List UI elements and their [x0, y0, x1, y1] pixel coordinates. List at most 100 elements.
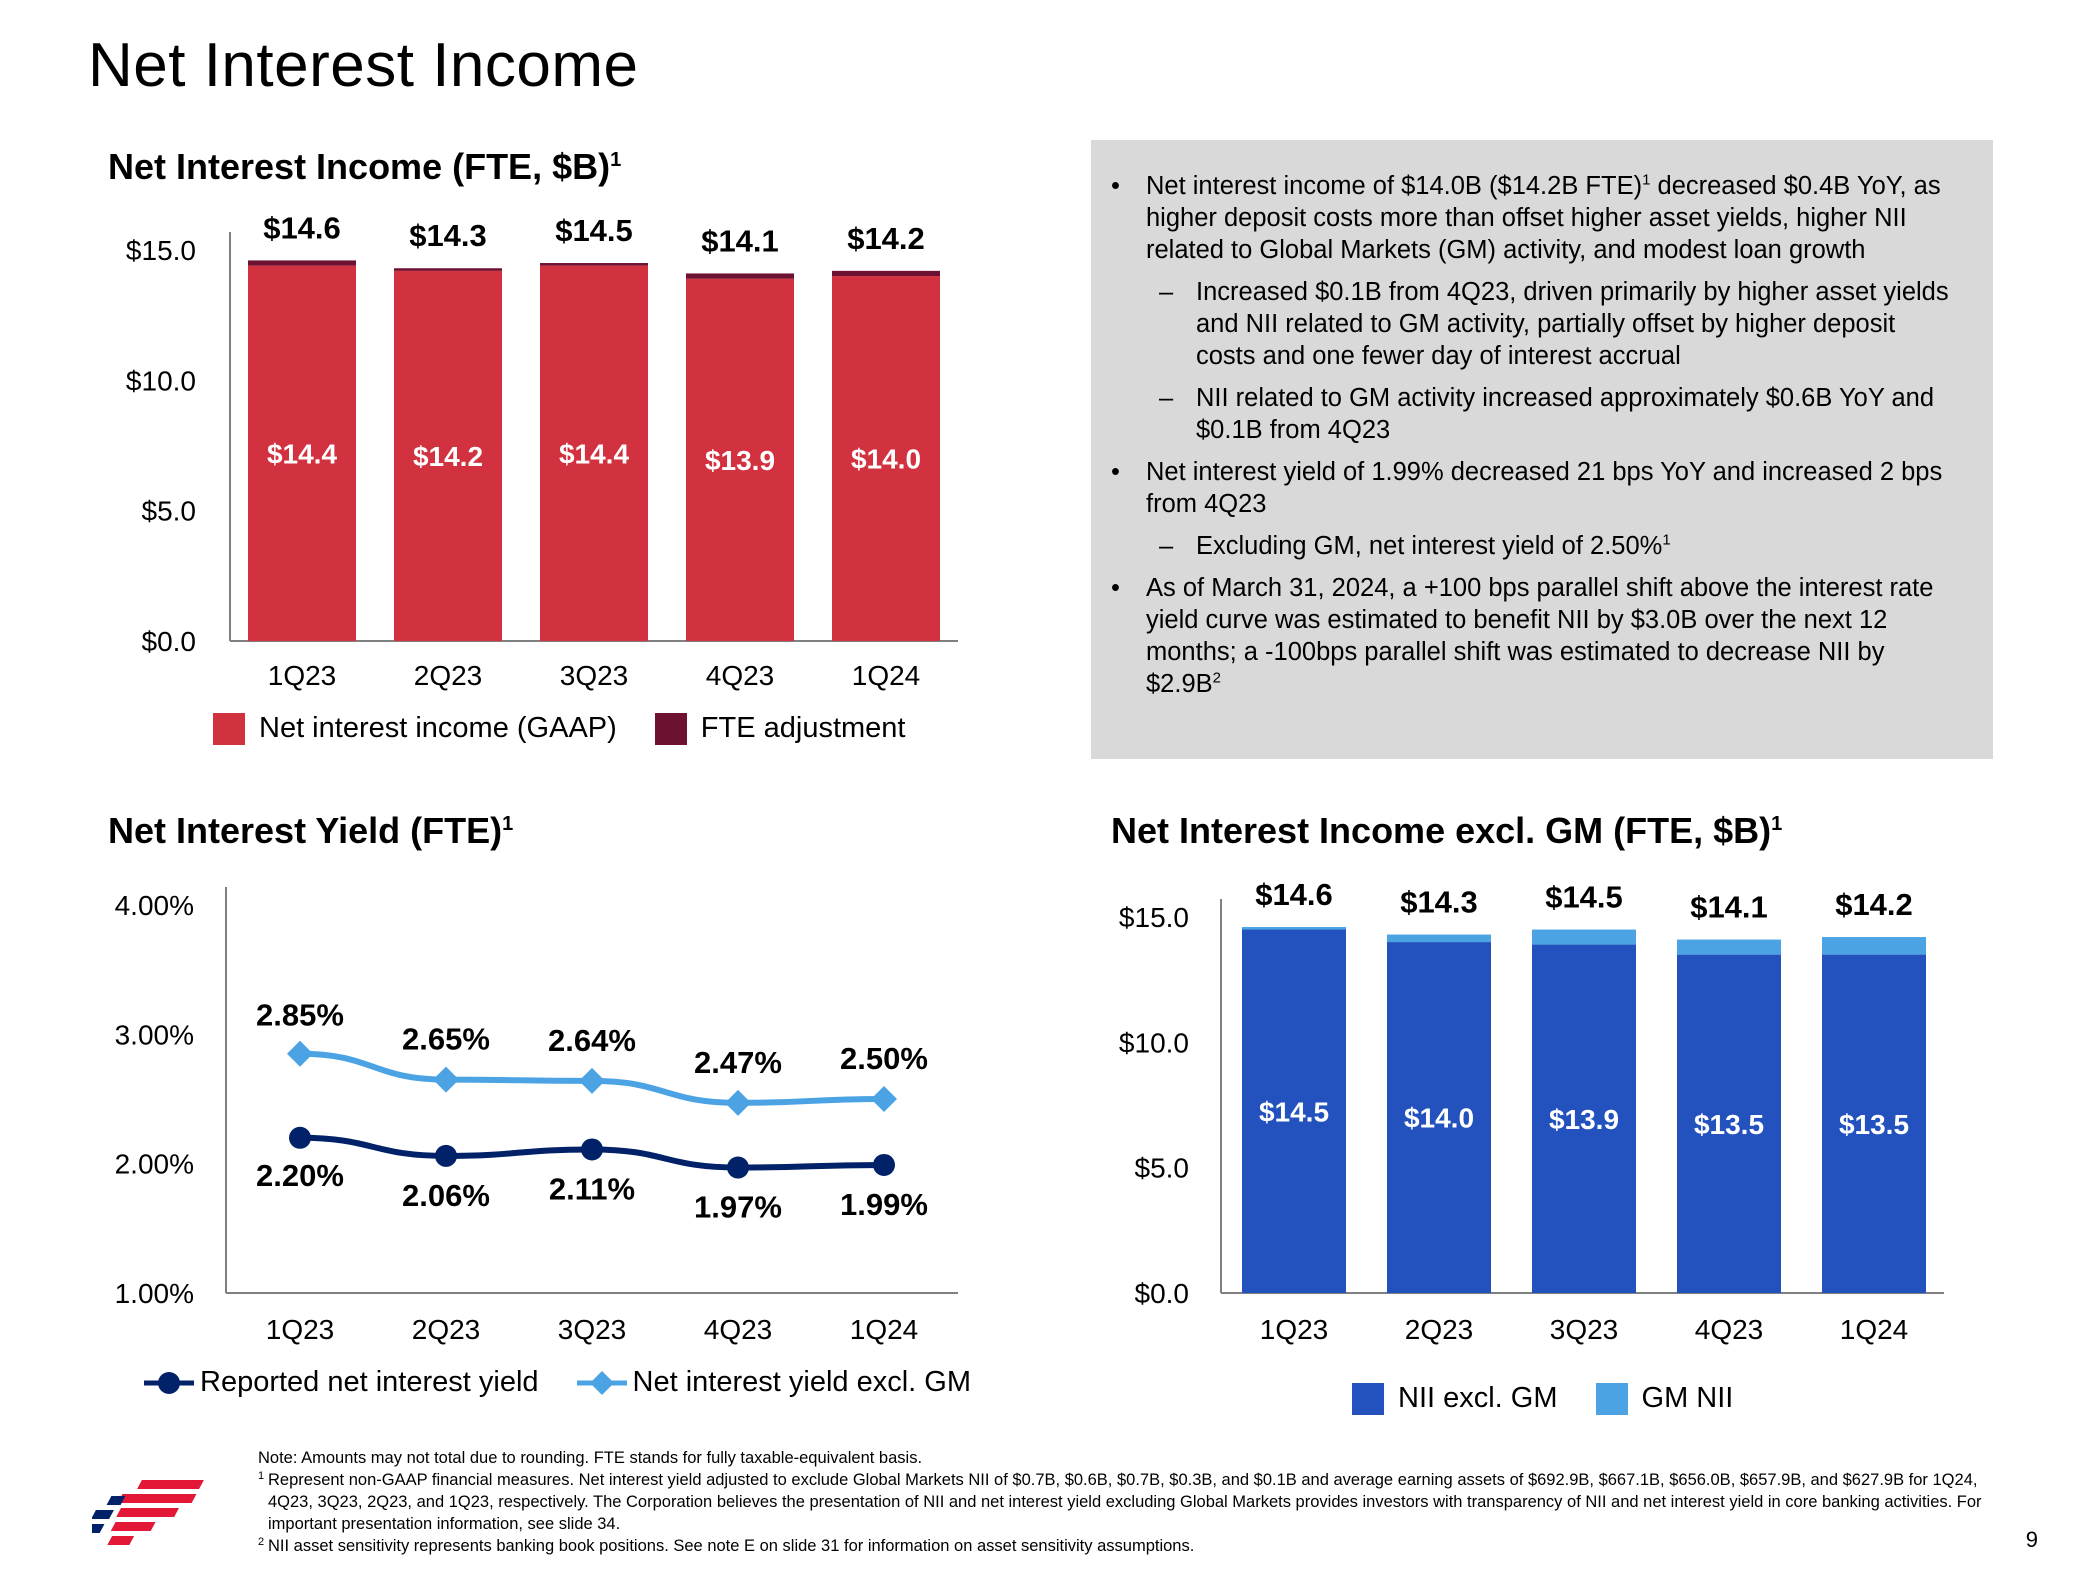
x-tick-label: 2Q23	[414, 660, 483, 691]
yield-chart-title-sup: 1	[502, 813, 514, 835]
commentary-text: As of March 31, 2024, a +100 bps paralle…	[1146, 574, 1934, 698]
bar-value-label: $14.0	[851, 444, 921, 475]
commentary-footnote-ref: 1	[1642, 171, 1651, 189]
bar-segment-secondary	[686, 273, 794, 279]
y-tick-label: 2.00%	[115, 1149, 194, 1180]
bar-value-label: $14.5	[1259, 1096, 1329, 1127]
nii-chart-title-sup: 1	[610, 149, 622, 171]
bar-segment-primary	[1242, 929, 1346, 1293]
commentary-item: Net interest income of $14.0B ($14.2B FT…	[1111, 170, 1953, 266]
commentary-text-after: decreased $0.4B YoY, as higher deposit c…	[1146, 172, 1941, 264]
nii-legend: Net interest income (GAAP) FTE adjustmen…	[213, 712, 943, 745]
bar-total-label: $14.6	[263, 210, 341, 245]
page-number: 9	[2025, 1527, 2038, 1552]
x-tick-label: 1Q23	[1260, 1314, 1329, 1345]
bar-segment-secondary	[248, 260, 356, 266]
footnote-2-text: NII asset sensitivity represents banking…	[268, 1537, 1195, 1555]
bar-segment-primary	[1677, 954, 1781, 1293]
x-tick-label: 3Q23	[1550, 1314, 1619, 1345]
yield-excl-gm-label: 2.50%	[840, 1041, 928, 1076]
commentary-box: Net interest income of $14.0B ($14.2B FT…	[1091, 140, 1993, 759]
nii-chart-title: Net Interest Income (FTE, $B)1	[108, 146, 621, 188]
y-tick-label: $0.0	[1135, 1278, 1190, 1309]
bar-segment-secondary	[1677, 939, 1781, 955]
legend-marker-reported-yield	[144, 1371, 194, 1394]
y-tick-label: $15.0	[1119, 902, 1189, 933]
commentary-text: Increased $0.1B from 4Q23, driven primar…	[1196, 278, 1949, 370]
x-tick-label: 4Q23	[1695, 1314, 1764, 1345]
footnote-note: Note: Amounts may not total due to round…	[258, 1449, 923, 1467]
footnote-1-text: Represent non-GAAP financial measures. N…	[268, 1471, 1982, 1533]
bar-value-label: $13.9	[1549, 1104, 1619, 1135]
reported-yield-point	[727, 1156, 749, 1179]
x-tick-label: 3Q23	[560, 660, 629, 691]
bar-value-label: $14.4	[267, 438, 337, 469]
legend-item-nii-gaap: Net interest income (GAAP)	[213, 712, 617, 745]
bar-segment-secondary	[832, 270, 940, 277]
bar-total-label: $14.1	[1690, 890, 1768, 925]
legend-swatch-nii-excl-gm	[1352, 1382, 1384, 1415]
commentary-item: Net interest yield of 1.99% decreased 21…	[1111, 456, 1953, 520]
legend-marker-yield-excl-gm	[576, 1370, 627, 1395]
reported-yield-label: 2.11%	[549, 1171, 635, 1206]
bar-segment-primary	[686, 278, 794, 641]
yield-excl-gm-label: 2.64%	[548, 1023, 636, 1058]
bar-value-label: $13.5	[1839, 1109, 1909, 1140]
bar-segment-primary	[832, 276, 940, 641]
legend-swatch-gm-nii	[1595, 1382, 1628, 1415]
nii-chart-title-text: Net Interest Income (FTE, $B)	[108, 146, 611, 187]
legend-item-fte-adjustment: FTE adjustment	[654, 712, 906, 745]
bar-segment-primary	[540, 265, 648, 641]
legend-label-fte-adjustment: FTE adjustment	[700, 712, 906, 744]
y-tick-label: 1.00%	[115, 1278, 194, 1309]
x-tick-label: 4Q23	[704, 1314, 773, 1345]
nii-excl-gm-chart-title-sup: 1	[1771, 813, 1783, 835]
x-tick-label: 1Q24	[850, 1314, 919, 1345]
bar-total-label: $14.3	[1400, 885, 1478, 920]
yield-chart-title-text: Net Interest Yield (FTE)	[108, 810, 503, 851]
footnotes: Note: Amounts may not total due to round…	[258, 1447, 1988, 1557]
yield-excl-gm-point	[871, 1086, 897, 1112]
legend-label-nii-excl-gm: NII excl. GM	[1398, 1382, 1558, 1414]
commentary-text: NII related to GM activity increased app…	[1196, 384, 1935, 444]
legend-label-gm-nii: GM NII	[1641, 1382, 1734, 1414]
y-tick-label: $0.0	[142, 626, 197, 657]
x-tick-label: 1Q24	[1840, 1314, 1909, 1345]
reported-yield-label: 1.97%	[694, 1190, 782, 1225]
bar-total-label: $14.5	[1545, 880, 1623, 915]
commentary-text: Net interest yield of 1.99% decreased 21…	[1146, 458, 1943, 518]
y-tick-label: $10.0	[1119, 1027, 1189, 1058]
yield-excl-gm-label: 2.65%	[402, 1022, 490, 1057]
bar-total-label: $14.6	[1255, 877, 1333, 912]
legend-label-nii-gaap: Net interest income (GAAP)	[259, 712, 617, 744]
commentary-item: NII related to GM activity increased app…	[1111, 382, 1953, 446]
bar-segment-primary	[1387, 942, 1491, 1293]
footnote-1-sup: 1	[258, 1470, 265, 1482]
reported-yield-point	[435, 1144, 457, 1167]
bar-total-label: $14.2	[847, 221, 925, 256]
commentary-item: As of March 31, 2024, a +100 bps paralle…	[1111, 572, 1953, 700]
x-tick-label: 1Q23	[268, 660, 337, 691]
x-tick-label: 2Q23	[412, 1314, 481, 1345]
yield-excl-gm-label: 2.47%	[694, 1045, 782, 1080]
yield-excl-gm-point	[725, 1089, 751, 1116]
bar-segment-primary	[394, 270, 502, 641]
bar-segment-secondary	[1532, 929, 1636, 945]
bar-total-label: $14.5	[555, 213, 633, 248]
y-tick-label: 4.00%	[115, 890, 194, 921]
nii-excl-gm-chart-title-text: Net Interest Income excl. GM (FTE, $B)	[1111, 810, 1772, 851]
legend-label-reported-yield: Reported net interest yield	[200, 1366, 539, 1398]
legend-item-nii-excl-gm: NII excl. GM	[1352, 1382, 1558, 1415]
bar-value-label: $14.2	[413, 441, 483, 472]
yield-legend: Reported net interest yield Net interest…	[144, 1366, 1009, 1399]
reported-yield-point	[581, 1138, 603, 1161]
bar-segment-secondary	[1387, 934, 1491, 943]
bar-segment-secondary	[1822, 937, 1926, 955]
x-tick-label: 1Q23	[266, 1314, 335, 1345]
reported-yield-point	[289, 1126, 311, 1149]
y-tick-label: 3.00%	[115, 1019, 194, 1050]
x-tick-label: 4Q23	[706, 660, 775, 691]
bar-value-label: $14.0	[1404, 1103, 1474, 1134]
y-tick-label: $10.0	[126, 365, 196, 396]
